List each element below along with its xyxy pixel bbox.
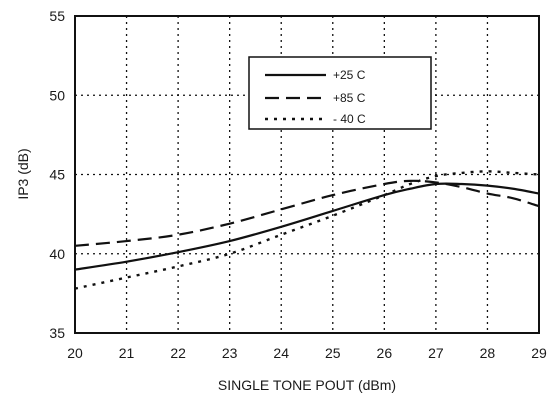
x-tick-label: 25: [325, 345, 341, 361]
x-tick-label: 20: [67, 345, 83, 361]
legend-label-plus85: +85 C: [333, 91, 366, 105]
x-tick-label: 28: [480, 345, 496, 361]
y-tick-label: 55: [49, 8, 65, 24]
x-tick-label: 21: [119, 345, 135, 361]
y-tick-label: 45: [49, 167, 65, 183]
x-tick-label: 29: [531, 345, 547, 361]
legend-box: [248, 56, 432, 130]
y-axis-title: IP3 (dB): [15, 148, 31, 199]
legend: +25 C +85 C - 40 C: [248, 56, 432, 130]
x-tick-label: 26: [377, 345, 393, 361]
y-tick-label: 35: [49, 325, 65, 341]
legend-label-minus40: - 40 C: [333, 112, 366, 126]
plot-frame: [74, 15, 540, 334]
series-lines: [74, 170, 540, 290]
x-tick-label: 27: [428, 345, 444, 361]
grid: [75, 16, 539, 333]
series-line-plus85: [74, 179, 540, 247]
series-line-minus40: [74, 170, 540, 290]
y-tick-labels: 35 40 45 50 55: [49, 8, 65, 341]
y-tick-label: 40: [49, 246, 65, 262]
x-tick-label: 22: [170, 345, 186, 361]
y-tick-label: 50: [49, 87, 65, 103]
x-tick-labels: 20 21 22 23 24 25 26 27 28 29: [67, 345, 547, 361]
x-tick-label: 24: [273, 345, 289, 361]
x-tick-label: 23: [222, 345, 238, 361]
x-axis-title: SINGLE TONE POUT (dBm): [218, 377, 396, 393]
legend-label-plus25: +25 C: [333, 68, 366, 82]
series-line-plus25: [74, 182, 540, 271]
